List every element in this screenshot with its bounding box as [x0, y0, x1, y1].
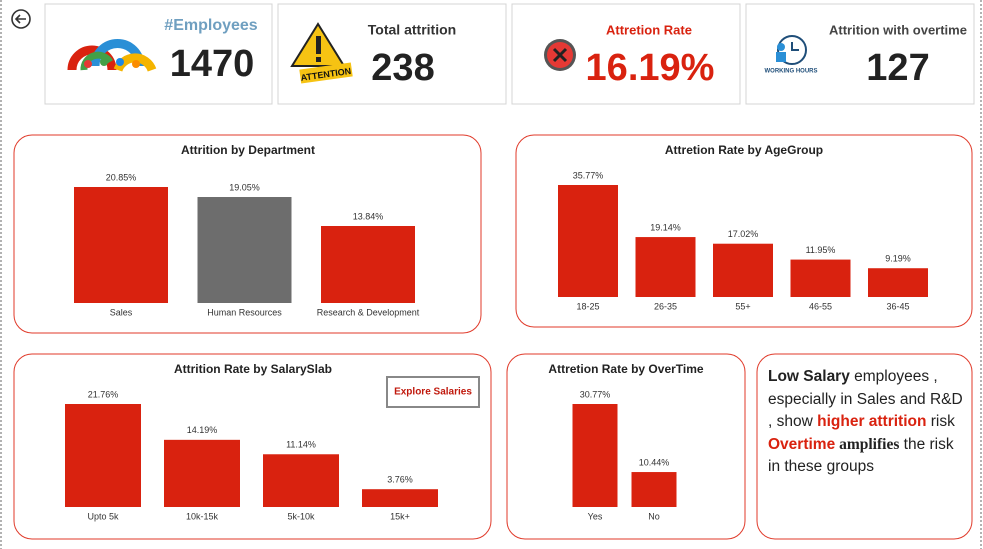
- data-label: 17.02%: [728, 229, 759, 239]
- chart-title: Attretion Rate by AgeGroup: [665, 143, 823, 157]
- insight-segment: the risk in these groups: [768, 435, 954, 476]
- insight-segment: amplifies: [835, 435, 900, 453]
- bar: [868, 268, 928, 297]
- x-tick-label: 5k-10k: [287, 511, 315, 521]
- cancel-icon: [544, 39, 576, 71]
- data-label: 14.19%: [187, 425, 218, 435]
- button-frame: [386, 376, 480, 408]
- kpi-value: 16.19%: [586, 47, 715, 89]
- bar: [321, 226, 415, 303]
- kpi-title: Attrition with overtime: [829, 22, 967, 37]
- kpi-value: 127: [866, 47, 929, 89]
- x-tick-label: 18-25: [576, 301, 599, 311]
- attention-icon: [290, 22, 353, 84]
- chart-title: Attretion Rate by OverTime: [548, 362, 703, 376]
- kpi-value: 238: [371, 47, 434, 89]
- x-tick-label: Upto 5k: [87, 511, 119, 521]
- insight-segment: Overtime: [768, 435, 836, 453]
- insight-segment: employees , especially in Sales and R&D …: [768, 368, 963, 430]
- insight-segment: risk: [926, 413, 955, 430]
- data-label: 11.14%: [286, 440, 316, 450]
- insight-text: Low Salary employees , especially in Sal…: [768, 366, 964, 479]
- data-label: 3.76%: [387, 475, 413, 485]
- bar: [197, 197, 292, 303]
- x-tick-label: 46-55: [809, 301, 832, 311]
- employees-icon: [67, 39, 157, 72]
- button-label: Explore Salaries: [394, 387, 472, 398]
- data-label: 13.84%: [353, 211, 384, 221]
- back-button[interactable]: [11, 9, 31, 29]
- insight-panel: [756, 353, 973, 540]
- bar: [65, 404, 141, 507]
- data-label: 21.76%: [88, 389, 119, 399]
- x-tick-label: Human Resources: [207, 307, 282, 317]
- bar: [631, 472, 677, 507]
- insight-segment: Low Salary: [768, 368, 850, 385]
- chart-panel: [506, 353, 746, 540]
- kpi-title: Total attrition: [368, 22, 456, 38]
- bar: [362, 489, 438, 507]
- bar: [74, 187, 168, 303]
- x-tick-label: Sales: [110, 307, 133, 317]
- data-label: 19.14%: [650, 222, 681, 232]
- x-tick-label: 36-45: [886, 301, 909, 311]
- bar: [164, 439, 240, 507]
- bar: [790, 259, 851, 297]
- x-tick-label: 55+: [735, 301, 750, 311]
- data-label: 19.05%: [229, 182, 260, 192]
- explore-button[interactable]: Explore Salaries: [386, 376, 480, 408]
- data-label: 10.44%: [639, 457, 670, 467]
- data-label: 35.77%: [573, 170, 604, 180]
- kpi-value: 1470: [170, 43, 255, 85]
- x-tick-label: Research & Development: [317, 307, 420, 317]
- x-tick-label: 10k-15k: [186, 511, 219, 521]
- data-label: 9.19%: [885, 254, 911, 264]
- x-tick-label: Yes: [588, 511, 603, 521]
- bar: [558, 185, 618, 297]
- bar: [635, 237, 696, 297]
- kpi-title: #Employees: [164, 17, 257, 34]
- insight-segment: higher attrition: [817, 413, 927, 430]
- x-tick-label: 26-35: [654, 301, 677, 311]
- bar: [713, 243, 773, 297]
- data-label: 20.85%: [106, 172, 137, 182]
- chart-title: Attrition Rate by SalarySlab: [174, 362, 332, 376]
- data-label: 11.95%: [806, 245, 836, 255]
- working-hours-icon: [776, 35, 807, 65]
- chart-title: Attrition by Department: [181, 143, 315, 157]
- icon-label: WORKING HOURS: [765, 69, 818, 75]
- bar: [572, 404, 618, 507]
- x-tick-label: 15k+: [390, 511, 410, 521]
- data-label: 30.77%: [580, 389, 611, 399]
- x-tick-label: No: [648, 511, 660, 521]
- bar: [263, 454, 339, 507]
- kpi-title: Attretion Rate: [606, 22, 692, 37]
- chart-panel: [515, 134, 973, 328]
